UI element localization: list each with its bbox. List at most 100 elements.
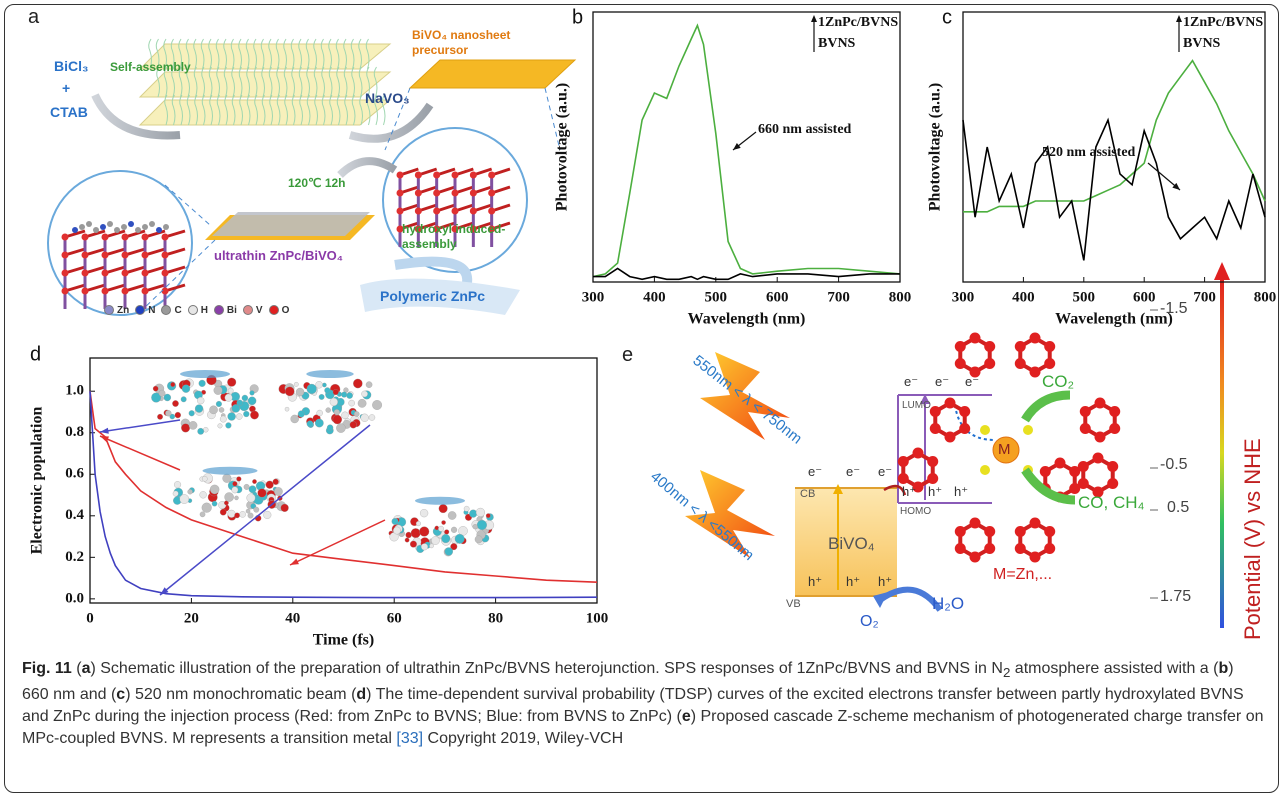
scale-label: -0.5: [1160, 456, 1188, 473]
atom: [121, 287, 129, 295]
surfactant-chain: [170, 38, 175, 70]
atom: [265, 480, 274, 489]
atom: [415, 521, 421, 527]
atom: [414, 207, 422, 215]
atom: [969, 517, 981, 529]
atom: [1079, 423, 1091, 434]
atom: [248, 485, 257, 494]
pointer-arrowhead: [160, 587, 169, 595]
atom: [391, 518, 399, 525]
atom: [101, 269, 109, 277]
x-tick-label: 700: [827, 289, 850, 305]
atom: [447, 511, 457, 520]
atom: [1109, 423, 1121, 434]
y-tick-label: 0.6: [65, 466, 84, 482]
nitrogen: [980, 425, 990, 435]
atom: [272, 478, 279, 485]
surfactant-chain: [328, 66, 333, 98]
molecule-snapshot: [388, 496, 495, 557]
atom: [429, 543, 434, 549]
surfactant-chain: [193, 38, 197, 70]
caption-panel: c: [116, 686, 126, 704]
atom: [420, 509, 429, 518]
surfactant-chain: [224, 94, 228, 126]
electron: e⁻: [965, 374, 980, 389]
atom: [141, 251, 149, 259]
x-axis-title: Time (fs): [313, 632, 374, 649]
electron: e⁻: [935, 374, 950, 389]
surfactant-chain: [163, 38, 167, 70]
atom: [326, 424, 334, 431]
product: O₂: [860, 613, 879, 630]
molecule-snapshot: [172, 466, 289, 522]
atom: [293, 382, 299, 387]
atom: [215, 400, 222, 407]
x-tick-label: 0: [86, 610, 94, 626]
x-tick-label: 40: [285, 610, 300, 626]
series-line: [592, 23, 901, 278]
atom: [236, 476, 242, 482]
atom: [469, 189, 477, 197]
reference-link[interactable]: [33]: [396, 730, 424, 748]
atom: [333, 409, 340, 416]
atom: [165, 410, 172, 417]
atom: [239, 511, 246, 518]
atom: [944, 431, 956, 443]
atom: [1029, 551, 1041, 563]
atom: [396, 207, 404, 215]
atom: [421, 543, 428, 551]
atom: [316, 409, 323, 417]
atom: [172, 490, 179, 497]
panel-a-art: [47, 38, 577, 316]
atom: [365, 381, 373, 388]
atom: [219, 508, 227, 516]
atom: [180, 396, 187, 403]
atom: [341, 391, 348, 398]
atom: [969, 366, 981, 378]
atom: [475, 507, 485, 517]
atom: [224, 492, 234, 502]
atom: [488, 189, 496, 197]
atom: [227, 509, 236, 518]
atom: [181, 384, 191, 393]
legend-dot: [268, 305, 279, 316]
surfactant-chain: [320, 38, 325, 70]
atom: [218, 407, 225, 413]
surfactant-chain: [231, 66, 235, 98]
atom: [450, 543, 458, 551]
caption-text: ) Schematic illustration of the preparat…: [90, 660, 1003, 677]
step-label: Self-assembly: [110, 60, 191, 74]
x-tick-label: 300: [952, 289, 975, 305]
atom: [454, 533, 465, 544]
nitrogen: [980, 465, 990, 475]
atom: [290, 414, 299, 424]
atom: [1077, 478, 1089, 489]
plot-frame: [89, 357, 598, 604]
atom: [201, 502, 212, 513]
legend-text: C: [174, 305, 182, 316]
product: CO, CH₄: [1078, 493, 1145, 512]
atom: [318, 394, 325, 400]
x-axis-title: Wavelength (nm): [688, 311, 806, 328]
surfactant-chain: [276, 94, 281, 126]
atom: [152, 385, 159, 392]
atom: [474, 535, 483, 544]
atom: [158, 389, 166, 397]
atom: [141, 269, 149, 277]
atom: [488, 207, 496, 215]
atom: [954, 543, 966, 554]
surfactant-chain: [194, 94, 198, 126]
atom: [472, 524, 478, 530]
series-line: [89, 391, 598, 599]
surfactant-chain: [179, 94, 183, 126]
atom: [274, 487, 283, 496]
atom: [241, 394, 249, 402]
atom: [243, 410, 250, 418]
atom: [199, 491, 207, 499]
atom: [198, 379, 206, 387]
atom: [188, 410, 195, 417]
atom: [170, 382, 176, 387]
atom: [353, 378, 363, 389]
atom: [217, 423, 223, 429]
atom: [1044, 526, 1056, 537]
